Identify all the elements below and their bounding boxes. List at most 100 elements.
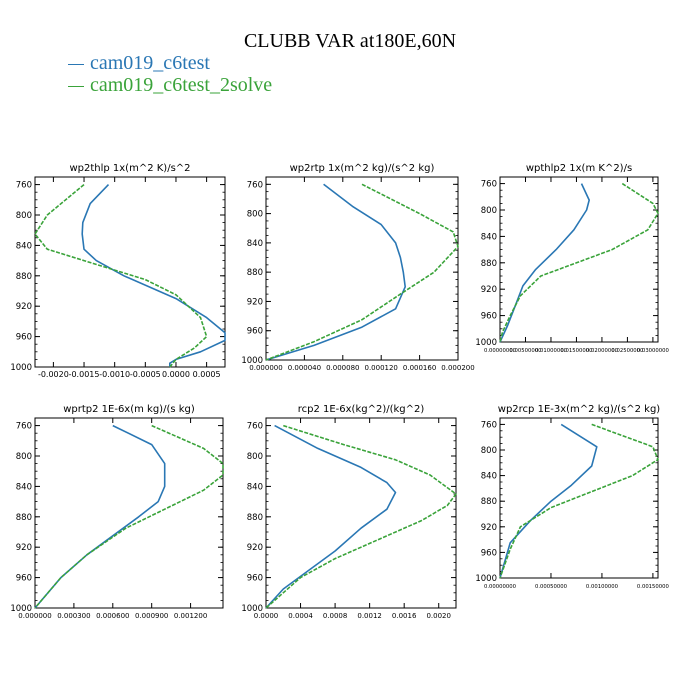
panel-1-ytick-label-2: 840 <box>16 241 32 251</box>
figure-title: CLUBB VAR at180E,60N <box>243 30 457 52</box>
panel-5-title: rcp2 1E-6x(kg^2)/(kg^2) <box>298 404 425 415</box>
panel-4-ytick-label-1: 800 <box>16 452 32 462</box>
panel-2-ytick-label-1: 800 <box>247 210 263 220</box>
panel-4-ytick-label-2: 840 <box>16 482 32 492</box>
panel-1-ytick-label-5: 960 <box>16 333 32 343</box>
panel-6-xtick-label-1: 0.00050000 <box>535 584 568 590</box>
panel-4-xtick-label-0: 0.000000 <box>18 612 51 620</box>
panel-3-xtick-label-6: 0.03000000 <box>637 348 670 354</box>
panel-6-ytick-label-1: 800 <box>481 446 497 456</box>
panel-2-xtick-label-1: 0.000040 <box>288 364 321 372</box>
panel-4-xtick-label-4: 0.001200 <box>174 612 207 620</box>
panel-4-xtick-label-2: 0.000600 <box>96 612 129 620</box>
panel-3-series-c6test-2solve <box>499 182 659 343</box>
panel-3-ytick-label-5: 960 <box>481 312 497 322</box>
panel-6-ytick-label-0: 760 <box>481 420 497 430</box>
panel-5-frame <box>265 417 457 609</box>
panel-1-ytick-label-4: 920 <box>16 302 32 312</box>
panel-5-xtick-label-1: 0.0004 <box>288 612 313 620</box>
panel-3-ytick-label-2: 840 <box>481 232 497 242</box>
panel-1-series-c6test-2solve <box>34 183 208 368</box>
panel-1-ytick-label-1: 800 <box>16 211 32 221</box>
panel-4-ytick-label-5: 960 <box>16 574 32 584</box>
panel-2-ytick-label-3: 880 <box>247 268 263 278</box>
panel-5-series-c6test <box>265 424 397 609</box>
panel-2-title: wp2rtp 1x(m^2 kg)/(s^2 kg) <box>290 163 435 174</box>
panel-2-frame <box>265 176 459 361</box>
panel-4-series-c6test <box>34 424 166 609</box>
panel-4-ytick-label-3: 880 <box>16 513 32 523</box>
panel-5-xtick-label-0: 0.0000 <box>254 612 279 620</box>
panel-6-title: wp2rcp 1E-3x(m^2 kg)/(s^2 kg) <box>498 404 661 415</box>
panel-2-series-c6test-2solve <box>265 183 459 361</box>
panel-1-xtick-label-2: -0.0010 <box>99 370 130 379</box>
panel-5-xtick-label-4: 0.0016 <box>392 612 417 620</box>
panel-1-ytick-label-6: 1000 <box>10 363 32 373</box>
panel-5-xtick-label-3: 0.0012 <box>357 612 382 620</box>
panel-3-xtick-label-5: 0.02500000 <box>611 348 644 354</box>
panel-2-xtick-label-2: 0.000080 <box>326 364 359 372</box>
panel-3-ytick-label-0: 760 <box>481 180 497 190</box>
panel-4-ytick-label-4: 920 <box>16 543 32 553</box>
panel-2-xtick-label-3: 0.000120 <box>364 364 397 372</box>
panel-2-ytick-label-5: 960 <box>247 327 263 337</box>
panel-6-series-c6test <box>499 423 598 579</box>
panel-1-title: wp2thlp 1x(m^2 K)/s^2 <box>69 163 190 174</box>
panel-5-ytick-label-0: 760 <box>247 422 263 432</box>
panel-4-series-c6test-2solve <box>34 424 224 609</box>
panel-2-xtick-label-4: 0.000160 <box>403 364 436 372</box>
panel-3-title: wpthlp2 1x(m K^2)/s <box>526 163 632 174</box>
panel-6-frame <box>499 417 659 579</box>
panel-2-ytick-label-4: 920 <box>247 297 263 307</box>
panel-6-ytick-label-4: 920 <box>481 523 497 533</box>
panel-4-title: wprtp2 1E-6x(m kg)/(s kg) <box>63 404 195 415</box>
panel-3-xtick-label-3: 0.01500000 <box>560 348 593 354</box>
panel-1-frame <box>34 176 226 368</box>
panel-5-ytick-label-3: 880 <box>247 513 263 523</box>
legend-swatch-1 <box>68 63 84 66</box>
legend-label-1: cam019_c6test <box>90 52 210 74</box>
panel-5-ytick-label-5: 960 <box>247 574 263 584</box>
panel-6-xtick-label-0: 0.00000000 <box>484 584 517 590</box>
panel-4-ytick-label-0: 760 <box>16 422 32 432</box>
panel-6-xtick-label-2: 0.00100000 <box>586 584 619 590</box>
panel-3-xtick-label-4: 0.02000000 <box>586 348 619 354</box>
panel-3-ytick-label-1: 800 <box>481 206 497 216</box>
panel-4-xtick-label-1: 0.000300 <box>57 612 90 620</box>
legend-swatch-2 <box>68 85 84 88</box>
panel-5-ytick-label-6: 1000 <box>241 604 263 614</box>
panel-4-ytick-label-6: 1000 <box>10 604 32 614</box>
panel-4-xtick-label-3: 0.000900 <box>135 612 168 620</box>
panel-2-ytick-label-2: 840 <box>247 239 263 249</box>
panel-6-xtick-label-3: 0.00150000 <box>637 584 670 590</box>
panel-2-ytick-label-0: 760 <box>247 180 263 190</box>
panel-1-ytick-label-0: 760 <box>16 181 32 191</box>
panel-5-ytick-label-2: 840 <box>247 482 263 492</box>
panel-6-series-c6test-2solve <box>499 423 659 579</box>
panel-3-xtick-label-0: 0.00000000 <box>484 348 517 354</box>
panel-6-ytick-label-6: 1000 <box>475 574 497 584</box>
panel-6-ytick-label-2: 840 <box>481 472 497 482</box>
legend-entry-2: cam019_c6test_2solve <box>68 74 272 96</box>
panel-1-xtick-label-1: -0.0015 <box>69 370 100 379</box>
panel-1-series-c6test <box>81 184 226 367</box>
panel-5-xtick-label-5: 0.0020 <box>426 612 451 620</box>
panel-5-xtick-label-2: 0.0008 <box>323 612 348 620</box>
panel-1-xtick-label-3: -0.0005 <box>130 370 161 379</box>
legend-label-2: cam019_c6test_2solve <box>90 74 273 96</box>
legend-entry-1: cam019_c6test <box>68 52 272 74</box>
panel-4-frame <box>34 417 224 609</box>
panel-3-ytick-label-4: 920 <box>481 285 497 295</box>
panel-1-xtick-label-0: -0.0020 <box>38 370 69 379</box>
panel-6-ytick-label-3: 880 <box>481 497 497 507</box>
panel-2-series-c6test <box>265 183 407 361</box>
panel-3-ytick-label-6: 1000 <box>475 338 497 348</box>
panel-2-ytick-label-6: 1000 <box>241 356 263 366</box>
panel-1-xtick-label-4: 0.0000 <box>162 370 190 379</box>
panel-6-ytick-label-5: 960 <box>481 548 497 558</box>
panel-3-frame <box>499 176 659 343</box>
panel-3-ytick-label-3: 880 <box>481 259 497 269</box>
panel-3-xtick-label-2: 0.01000000 <box>535 348 568 354</box>
